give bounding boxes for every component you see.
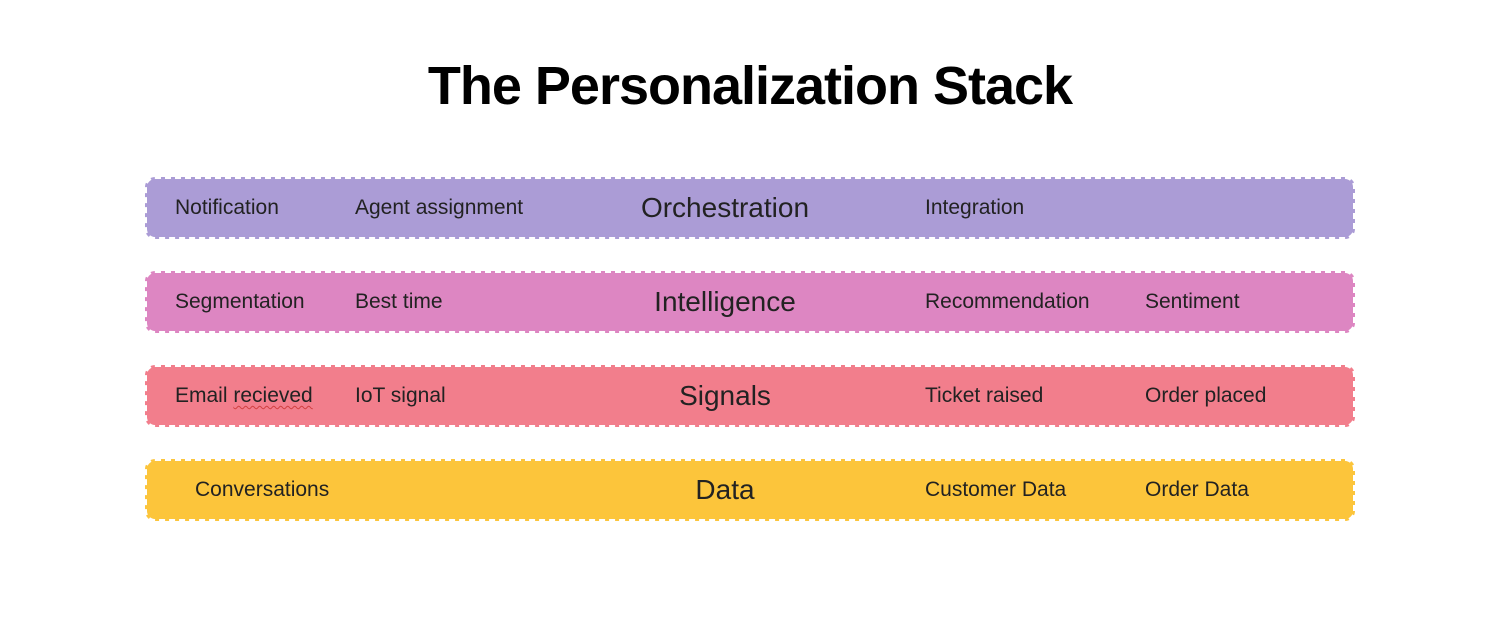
layer-item: Segmentation [165,290,345,314]
layer-item: Order placed [1135,384,1335,408]
spellcheck-underline: recieved [233,384,312,407]
layer-item: Recommendation [905,290,1135,314]
layer-item: Sentiment [1135,290,1335,314]
stack-container: Notification Agent assignment Orchestrat… [145,177,1355,521]
layer-item: Customer Data [905,478,1135,502]
layer-item: IoT signal [345,384,545,408]
layer-data: Conversations Data Customer Data Order D… [145,459,1355,521]
layer-item: Conversations [165,478,345,502]
layer-item: Notification [165,196,345,220]
layer-label: Signals [545,380,905,412]
layer-item: Email recieved [165,384,345,408]
layer-orchestration: Notification Agent assignment Orchestrat… [145,177,1355,239]
layer-item: Ticket raised [905,384,1135,408]
layer-item: Integration [905,196,1135,220]
layer-signals: Email recieved IoT signal Signals Ticket… [145,365,1355,427]
layer-item: Best time [345,290,545,314]
layer-label: Intelligence [545,286,905,318]
layer-label: Orchestration [545,192,905,224]
page-title: The Personalization Stack [428,55,1072,117]
layer-intelligence: Segmentation Best time Intelligence Reco… [145,271,1355,333]
layer-item: Order Data [1135,478,1335,502]
layer-item: Agent assignment [345,196,545,220]
layer-label: Data [545,474,905,506]
